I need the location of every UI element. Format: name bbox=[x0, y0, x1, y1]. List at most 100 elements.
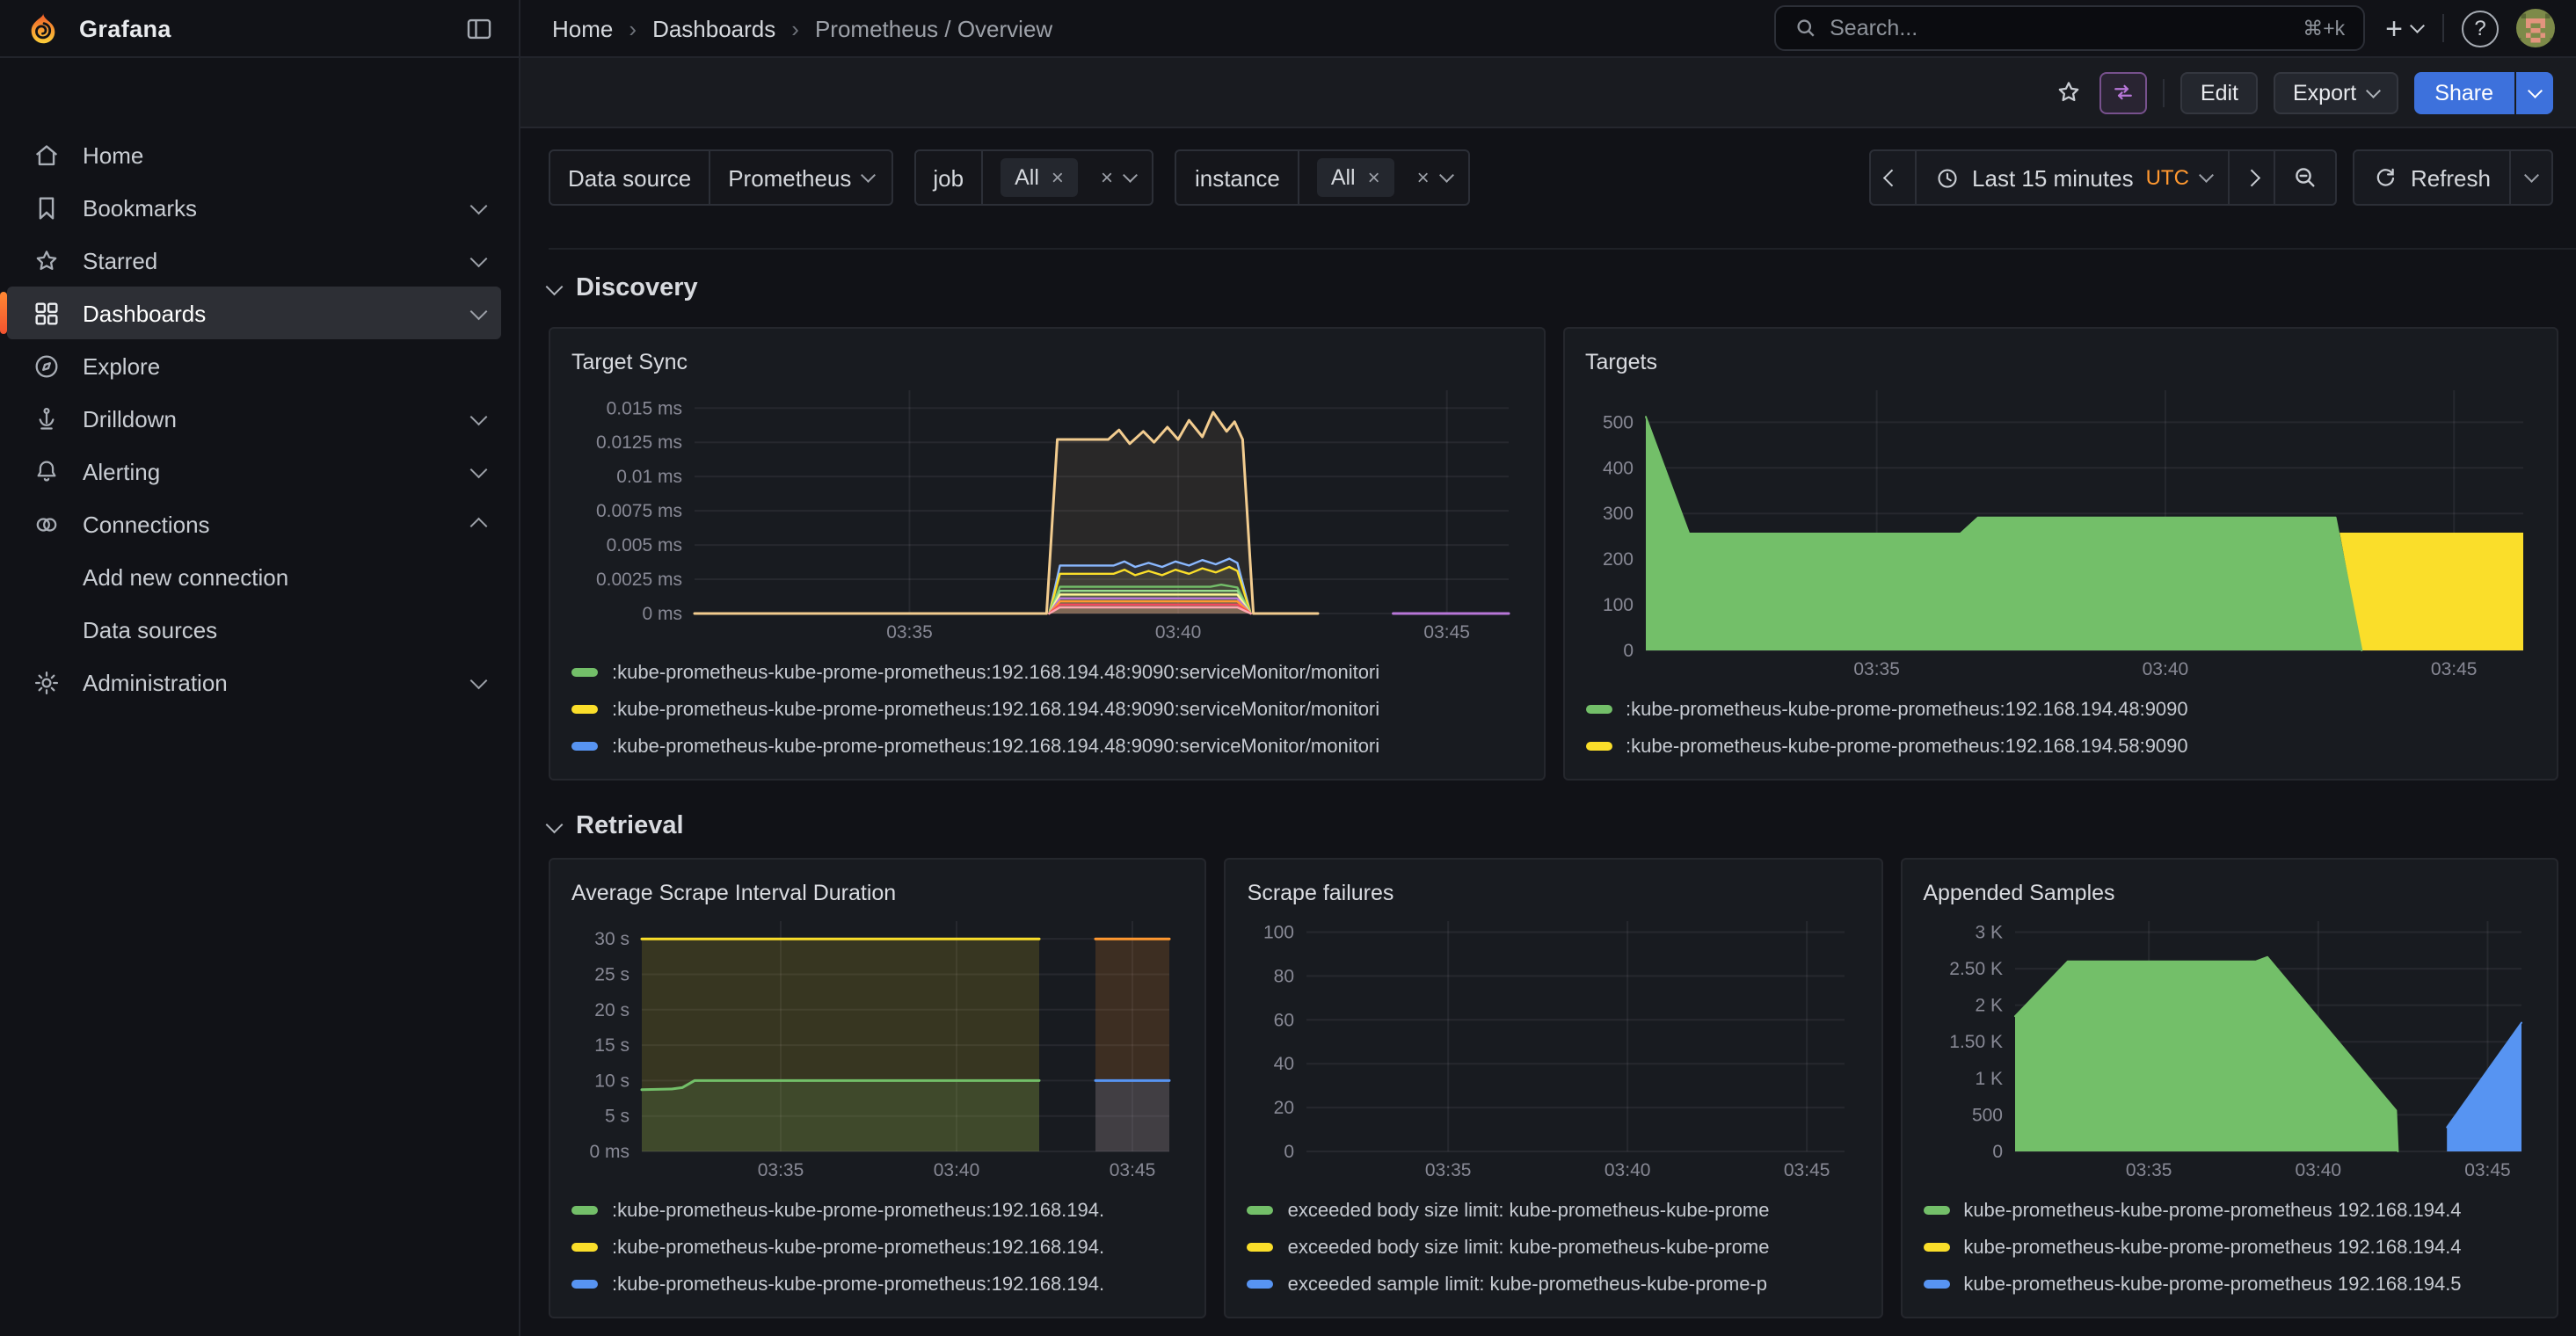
edit-button[interactable]: Edit bbox=[2180, 71, 2258, 113]
time-range-picker[interactable]: Last 15 minutes UTC bbox=[1914, 151, 2229, 204]
chevron-down-icon[interactable] bbox=[469, 301, 486, 319]
legend-swatch[interactable] bbox=[571, 668, 598, 677]
svg-text:0: 0 bbox=[1284, 1142, 1295, 1162]
job-filter-chip[interactable]: All bbox=[1001, 158, 1078, 197]
sidebar-item-dashboards[interactable]: Dashboards bbox=[0, 287, 501, 339]
refresh-button[interactable]: Refresh bbox=[2354, 151, 2508, 204]
legend-swatch[interactable] bbox=[1923, 1243, 1950, 1252]
sidebar-item-drilldown[interactable]: Drilldown bbox=[7, 392, 501, 445]
star-icon bbox=[32, 245, 62, 275]
sidebar-item-bookmarks[interactable]: Bookmarks bbox=[7, 181, 501, 234]
new-button[interactable] bbox=[2382, 13, 2425, 43]
clear-filter-icon[interactable] bbox=[1101, 167, 1113, 188]
sidebar-item-add-new-connection[interactable]: Add new connection bbox=[7, 550, 501, 603]
sidebar-item-explore[interactable]: Explore bbox=[7, 339, 501, 392]
legend-label[interactable]: :kube-prometheus-kube-prome-prometheus:1… bbox=[612, 1200, 1105, 1221]
legend-label[interactable]: :kube-prometheus-kube-prome-prometheus:1… bbox=[612, 1274, 1105, 1295]
scrape-failures-chart[interactable]: 03:35 03:40 03:45 0 20 40 60 80 100 bbox=[1248, 911, 1860, 1187]
legend-swatch[interactable] bbox=[1585, 742, 1612, 751]
chevron-up-icon[interactable] bbox=[469, 518, 486, 535]
appended-samples-chart[interactable]: 03:35 03:40 03:45 0 500 1 K 1.50 K 2 K 2.50 K 3 K bbox=[1923, 911, 2536, 1187]
legend-swatch[interactable] bbox=[1585, 705, 1612, 714]
legend-label[interactable]: :kube-prometheus-kube-prome-prometheus:1… bbox=[612, 699, 1380, 720]
share-menu-button[interactable] bbox=[2516, 71, 2553, 113]
sidebar-item-label: Add new connection bbox=[83, 563, 289, 590]
svg-text:3 K: 3 K bbox=[1975, 922, 2003, 942]
time-shift-forward-button[interactable] bbox=[2228, 151, 2274, 204]
remove-value-icon[interactable] bbox=[1368, 167, 1380, 188]
avg-scrape-interval-chart[interactable]: 03:35 03:40 03:45 0 ms 5 s 10 s 15 s 20 s 25 s 30… bbox=[571, 911, 1184, 1187]
export-button[interactable]: Export bbox=[2274, 71, 2398, 113]
legend-swatch[interactable] bbox=[571, 742, 598, 751]
time-shift-back-button[interactable] bbox=[1871, 151, 1914, 204]
legend-label[interactable]: exceeded body size limit: kube-prometheu… bbox=[1287, 1200, 1770, 1221]
legend-item: exceeded sample limit: kube-prometheus-k… bbox=[1247, 1266, 1860, 1303]
star-dashboard-button[interactable] bbox=[2055, 77, 2085, 107]
dock-menu-icon[interactable] bbox=[464, 13, 494, 43]
avatar[interactable] bbox=[2516, 9, 2555, 47]
target-sync-chart[interactable]: 03:35 03:40 03:45 0 ms 0.0025 ms 0.005 ms 0.00… bbox=[571, 380, 1522, 649]
legend-label[interactable]: exceeded sample limit: kube-prometheus-k… bbox=[1287, 1274, 1768, 1295]
legend-label[interactable]: kube-prometheus-kube-prome-prometheus 19… bbox=[1963, 1237, 2462, 1258]
chevron-down-icon[interactable] bbox=[469, 460, 486, 477]
panel-title[interactable]: Average Scrape Interval Duration bbox=[571, 881, 897, 905]
legend: :kube-prometheus-kube-prome-prometheus:1… bbox=[1585, 686, 2536, 768]
legend-label[interactable]: :kube-prometheus-kube-prome-prometheus:1… bbox=[612, 1237, 1105, 1258]
legend-label[interactable]: kube-prometheus-kube-prome-prometheus 19… bbox=[1963, 1274, 2462, 1295]
panel-title[interactable]: Scrape failures bbox=[1247, 881, 1394, 905]
panel-title[interactable]: Appended Samples bbox=[1923, 881, 2115, 905]
legend-label[interactable]: exceeded body size limit: kube-prometheu… bbox=[1287, 1237, 1770, 1258]
legend-item: :kube-prometheus-kube-prome-prometheus:1… bbox=[1585, 728, 2536, 765]
sidebar-item-starred[interactable]: Starred bbox=[7, 234, 501, 287]
breadcrumb-home[interactable]: Home bbox=[552, 15, 614, 41]
legend-label[interactable]: :kube-prometheus-kube-prome-prometheus:1… bbox=[1626, 736, 2188, 757]
breadcrumb-separator bbox=[629, 15, 637, 41]
legend-swatch[interactable] bbox=[1247, 1206, 1274, 1215]
legend-swatch[interactable] bbox=[1247, 1280, 1274, 1289]
legend-label[interactable]: :kube-prometheus-kube-prome-prometheus:1… bbox=[612, 662, 1380, 683]
job-filter-value[interactable]: All bbox=[981, 151, 1153, 204]
legend-swatch[interactable] bbox=[1247, 1243, 1274, 1252]
switch-dashboard-button[interactable] bbox=[2099, 71, 2148, 113]
section-discovery[interactable]: Discovery bbox=[546, 267, 2548, 309]
sidebar-item-alerting[interactable]: Alerting bbox=[7, 445, 501, 497]
sidebar-item-data-sources[interactable]: Data sources bbox=[7, 603, 501, 656]
grafana-logo-icon[interactable] bbox=[25, 10, 62, 47]
sidebar-item-home[interactable]: Home bbox=[7, 128, 501, 181]
instance-filter-chip[interactable]: All bbox=[1316, 158, 1394, 197]
share-button[interactable]: Share bbox=[2413, 71, 2514, 113]
compass-icon bbox=[32, 351, 62, 381]
refresh-interval-button[interactable] bbox=[2508, 151, 2551, 204]
legend-label[interactable]: :kube-prometheus-kube-prome-prometheus:1… bbox=[1626, 699, 2188, 720]
section-retrieval[interactable]: Retrieval bbox=[546, 805, 2548, 847]
svg-text:0.0125 ms: 0.0125 ms bbox=[596, 432, 682, 453]
zoom-out-button[interactable] bbox=[2273, 151, 2335, 204]
chevron-down-icon[interactable] bbox=[469, 196, 486, 214]
legend-label[interactable]: :kube-prometheus-kube-prome-prometheus:1… bbox=[612, 736, 1380, 757]
clear-filter-icon[interactable] bbox=[1417, 167, 1430, 188]
datasource-value[interactable]: Prometheus bbox=[709, 151, 891, 204]
panel-title[interactable]: Target Sync bbox=[571, 350, 688, 374]
remove-value-icon[interactable] bbox=[1052, 167, 1064, 188]
sidebar-item-connections[interactable]: Connections bbox=[7, 497, 501, 550]
search-box[interactable]: ⌘+k bbox=[1773, 5, 2365, 51]
legend-label[interactable]: kube-prometheus-kube-prome-prometheus 19… bbox=[1963, 1200, 2462, 1221]
chevron-down-icon[interactable] bbox=[469, 671, 486, 688]
breadcrumb-dashboards[interactable]: Dashboards bbox=[652, 15, 776, 41]
chevron-down-icon[interactable] bbox=[469, 249, 486, 266]
legend-swatch[interactable] bbox=[571, 1206, 598, 1215]
legend-swatch[interactable] bbox=[571, 1280, 598, 1289]
search-input[interactable] bbox=[1830, 16, 2291, 40]
legend-swatch[interactable] bbox=[1923, 1280, 1950, 1289]
legend-swatch[interactable] bbox=[571, 1243, 598, 1252]
instance-filter-value[interactable]: All bbox=[1297, 151, 1469, 204]
chevron-down-icon[interactable] bbox=[469, 407, 486, 425]
sidebar-item-administration[interactable]: Administration bbox=[7, 656, 501, 708]
panel-title[interactable]: Targets bbox=[1585, 350, 1657, 374]
legend-swatch[interactable] bbox=[1923, 1206, 1950, 1215]
targets-chart[interactable]: 03:35 03:40 03:45 0 100 200 300 400 500 bbox=[1585, 380, 2536, 686]
help-icon[interactable] bbox=[2462, 10, 2499, 47]
plus-icon bbox=[2385, 13, 2403, 43]
legend-swatch[interactable] bbox=[571, 705, 598, 714]
legend: exceeded body size limit: kube-prometheu… bbox=[1247, 1187, 1860, 1306]
